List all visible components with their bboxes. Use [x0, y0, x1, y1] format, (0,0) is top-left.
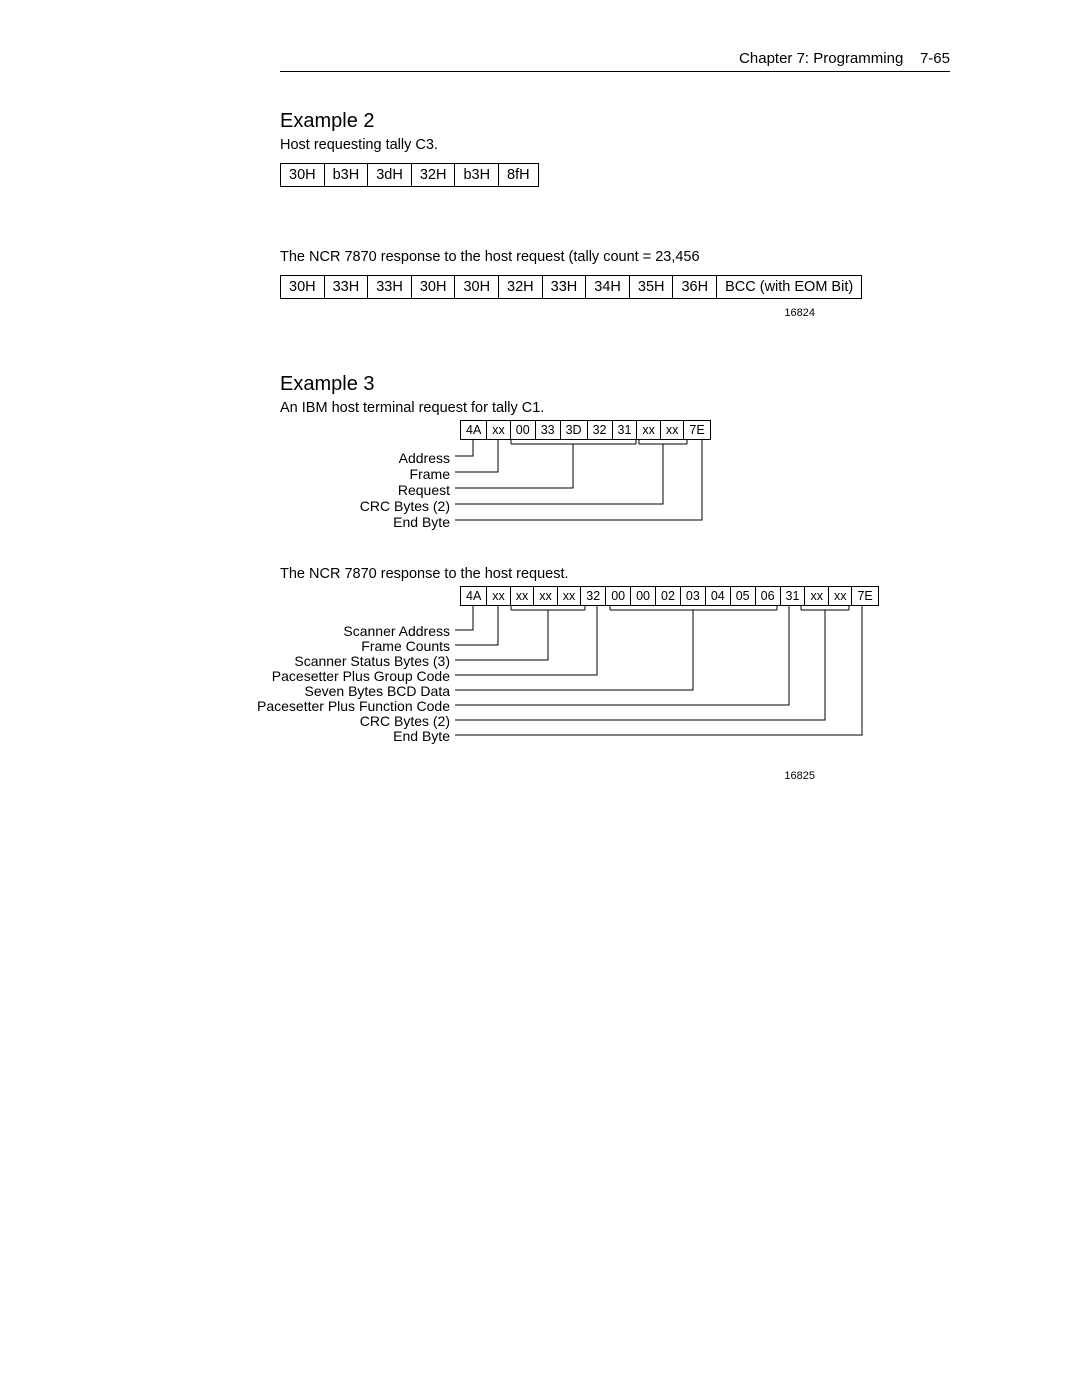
diagram1-bracket-svg	[280, 420, 760, 540]
diagram1: 4A xx 00 33 3D 32 31 xx xx 7E Address Fr…	[280, 420, 950, 540]
byte-cell: 32H	[411, 164, 455, 187]
byte-cell: 35H	[629, 276, 673, 299]
byte-cell: 33H	[324, 276, 368, 299]
figure-number: 16825	[280, 770, 815, 782]
example3-subtitle: An IBM host terminal request for tally C…	[280, 400, 950, 416]
byte-cell: 33H	[542, 276, 586, 299]
figure-number: 16824	[280, 307, 815, 319]
byte-cell: 30H	[281, 164, 325, 187]
byte-cell: b3H	[455, 164, 499, 187]
byte-cell: 36H	[673, 276, 717, 299]
page-number: 7-65	[920, 50, 950, 67]
byte-cell: 33H	[368, 276, 412, 299]
page-header: Chapter 7: Programming 7-65	[280, 50, 950, 72]
example2-subtitle: Host requesting tally C3.	[280, 137, 950, 153]
example2-title: Example 2	[280, 110, 950, 133]
diagram2-bracket-svg	[280, 586, 900, 766]
chapter-label: Chapter 7: Programming	[739, 50, 903, 67]
example3-response-text: The NCR 7870 response to the host reques…	[280, 566, 950, 582]
byte-cell: 30H	[411, 276, 455, 299]
example2-request-table: 30H b3H 3dH 32H b3H 8fH	[280, 163, 539, 187]
byte-cell: BCC (with EOM Bit)	[717, 276, 862, 299]
byte-cell: 32H	[499, 276, 543, 299]
example3-title: Example 3	[280, 373, 950, 396]
byte-cell: b3H	[324, 164, 368, 187]
header-text: Chapter 7: Programming 7-65	[280, 50, 950, 67]
byte-cell: 8fH	[499, 164, 539, 187]
byte-cell: 34H	[586, 276, 630, 299]
byte-cell: 30H	[281, 276, 325, 299]
example2-response-text: The NCR 7870 response to the host reques…	[280, 249, 950, 265]
byte-cell: 3dH	[368, 164, 412, 187]
example2-response-table: 30H 33H 33H 30H 30H 32H 33H 34H 35H 36H …	[280, 275, 862, 299]
diagram2: 4A xx xx xx xx 32 00 00 02 03 04 05 06 3…	[280, 586, 950, 766]
byte-cell: 30H	[455, 276, 499, 299]
page: Chapter 7: Programming 7-65 Example 2 Ho…	[0, 0, 1080, 842]
